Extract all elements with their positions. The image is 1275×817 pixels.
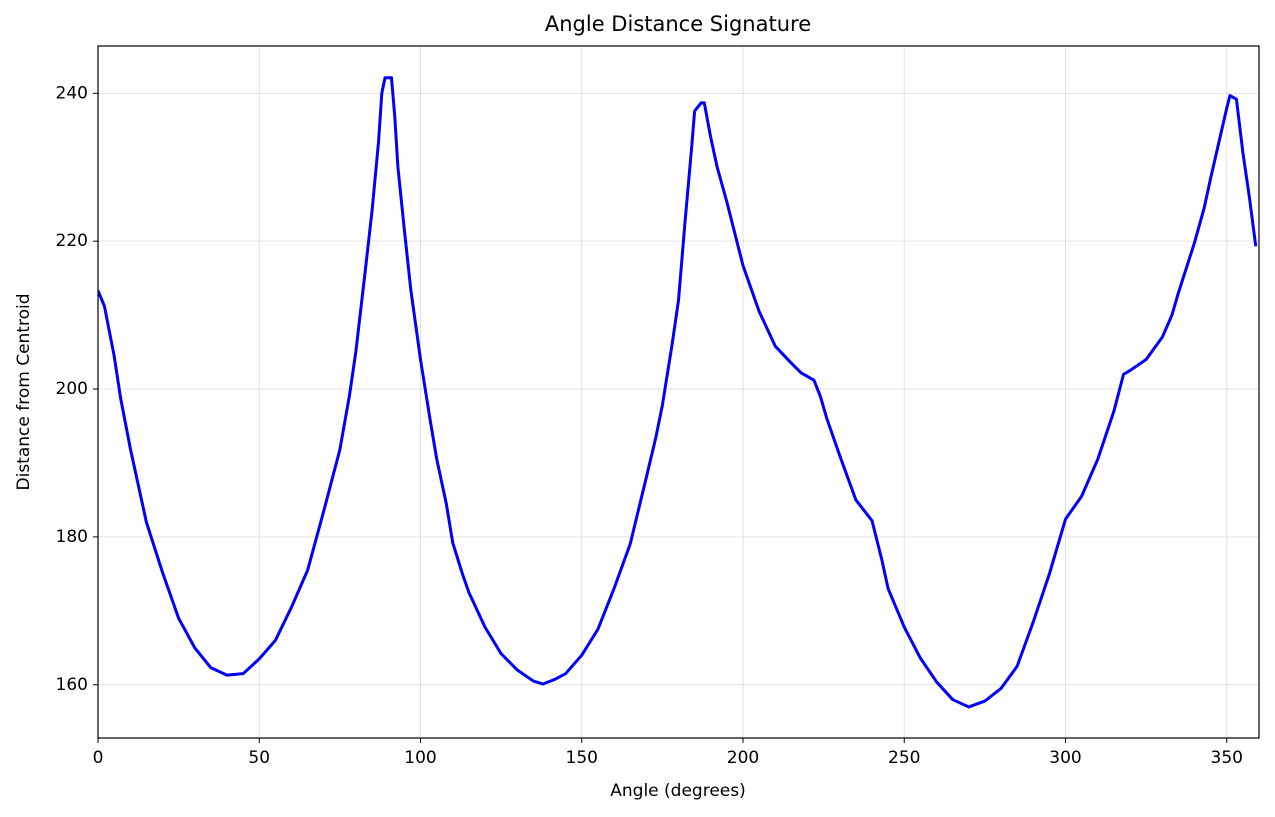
x-axis-label: Angle (degrees) xyxy=(610,781,745,801)
x-tick-label: 200 xyxy=(727,748,759,768)
y-tick-label: 240 xyxy=(56,83,88,103)
x-tick-label: 250 xyxy=(888,748,920,768)
x-tick-label: 0 xyxy=(93,748,104,768)
x-tick-label: 150 xyxy=(566,748,598,768)
x-tick-label: 50 xyxy=(248,748,270,768)
y-tick-label: 200 xyxy=(56,379,88,399)
chart-title: Angle Distance Signature xyxy=(545,12,811,36)
plot-frame xyxy=(97,45,1260,739)
x-tick-label: 300 xyxy=(1049,748,1081,768)
y-tick-label: 160 xyxy=(56,675,88,695)
x-tick-label: 100 xyxy=(404,748,436,768)
y-tick-label: 220 xyxy=(56,231,88,251)
y-tick-label: 180 xyxy=(56,527,88,547)
x-tick-label: 350 xyxy=(1211,748,1243,768)
y-axis-label: Distance from Centroid xyxy=(14,293,34,490)
data-line xyxy=(98,76,1258,709)
